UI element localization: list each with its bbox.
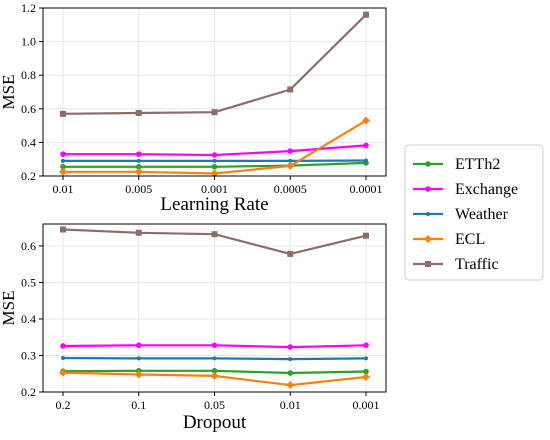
data-point-etth2 <box>287 370 294 376</box>
data-point-traffic <box>211 109 218 116</box>
x-tick-label: 0.01 <box>53 182 74 196</box>
data-point-exchange <box>135 151 142 157</box>
x-axis-label: Learning Rate <box>160 194 268 215</box>
y-axis-label: MSE <box>0 291 18 326</box>
y-tick-label: 0.6 <box>21 239 36 253</box>
data-point-weather <box>288 357 293 362</box>
y-tick-label: 0.6 <box>21 102 36 116</box>
legend-label-traffic: Traffic <box>455 256 499 273</box>
legend-label-exchange: Exchange <box>455 181 518 198</box>
data-point-weather <box>61 356 65 361</box>
data-point-ecl <box>134 167 143 176</box>
x-tick-label: 0.001 <box>353 398 380 412</box>
y-tick-label: 0.2 <box>21 169 36 183</box>
data-point-traffic <box>363 11 369 18</box>
x-tick-label: 0.1 <box>131 398 146 412</box>
x-tick-label: 0.05 <box>204 398 225 412</box>
data-point-ecl <box>286 161 295 170</box>
legend-marker-weather <box>426 212 430 216</box>
data-point-traffic <box>135 110 142 116</box>
data-point-traffic <box>135 229 142 236</box>
data-point-etth2 <box>135 163 142 170</box>
data-point-etth2 <box>363 368 369 375</box>
data-point-ecl <box>362 116 370 125</box>
legend-label-etth2: ETTh2 <box>455 156 500 173</box>
data-point-traffic <box>60 110 66 117</box>
data-point-weather <box>136 356 141 361</box>
legend-marker-traffic <box>425 261 431 267</box>
legend: ETTh2 Exchange Weather ECL Traffic <box>404 144 544 281</box>
y-tick-label: 0.8 <box>21 68 36 82</box>
data-point-weather <box>212 356 217 361</box>
data-point-exchange <box>287 344 294 350</box>
data-point-ecl <box>210 169 219 178</box>
data-point-etth2 <box>211 163 218 170</box>
legend-marker-etth2 <box>425 161 431 167</box>
y-tick-label: 0.5 <box>21 275 36 289</box>
legend-marker-exchange <box>425 186 431 192</box>
data-point-traffic <box>60 226 66 233</box>
data-point-weather <box>288 158 293 163</box>
data-point-traffic <box>363 232 369 239</box>
data-point-exchange <box>287 148 294 154</box>
x-tick-label: 0.0001 <box>350 182 383 196</box>
data-point-exchange <box>211 152 218 158</box>
data-point-ecl <box>134 370 143 379</box>
data-point-weather <box>61 158 65 163</box>
y-tick-label: 0.4 <box>21 135 36 149</box>
data-point-traffic <box>287 250 294 257</box>
legend-box <box>404 144 544 281</box>
dropout-panel: 0.2 0.3 0.4 0.5 0.6 0.2 0.1 0.05 0.01 0.001 Dropou… <box>0 223 387 433</box>
x-tick-label: 0.2 <box>56 398 71 412</box>
data-point-etth2 <box>211 368 218 374</box>
data-point-ecl <box>362 373 370 382</box>
y-tick-label: 0.3 <box>21 348 36 362</box>
x-axis-label: Dropout <box>183 412 247 433</box>
data-point-weather <box>364 356 368 361</box>
data-point-ecl <box>286 381 295 390</box>
x-tick-label: 0.0005 <box>274 182 307 196</box>
y-axis-label: MSE <box>0 75 18 110</box>
data-point-exchange <box>60 343 66 349</box>
y-tick-label: 1.2 <box>21 1 36 15</box>
data-point-ecl <box>59 167 67 176</box>
data-point-exchange <box>363 142 369 149</box>
data-point-ecl <box>210 371 219 380</box>
data-point-traffic <box>287 86 294 93</box>
x-tick-label: 0.001 <box>201 182 228 196</box>
x-tick-label: 0.01 <box>280 398 301 412</box>
data-point-exchange <box>135 342 142 349</box>
data-point-weather <box>364 158 368 163</box>
data-point-ecl <box>59 368 67 377</box>
legend-label-ecl: ECL <box>455 231 485 248</box>
data-point-weather <box>212 158 217 163</box>
y-tick-label: 0.4 <box>21 312 36 326</box>
data-point-exchange <box>60 151 66 157</box>
y-tick-label: 0.2 <box>21 385 36 399</box>
data-point-traffic <box>211 231 218 238</box>
y-tick-label: 1.0 <box>21 35 36 49</box>
data-point-etth2 <box>60 163 66 170</box>
x-tick-label: 0.005 <box>125 182 152 196</box>
data-point-exchange <box>211 342 218 349</box>
legend-marker-ecl <box>424 235 432 243</box>
learning-rate-panel: 0.2 0.4 0.6 0.8 1.0 1.2 0.01 0.005 0.001 0.0005 0.… <box>0 1 387 215</box>
legend-label-weather: Weather <box>455 206 509 223</box>
data-point-exchange <box>363 342 369 349</box>
data-point-weather <box>136 158 141 163</box>
